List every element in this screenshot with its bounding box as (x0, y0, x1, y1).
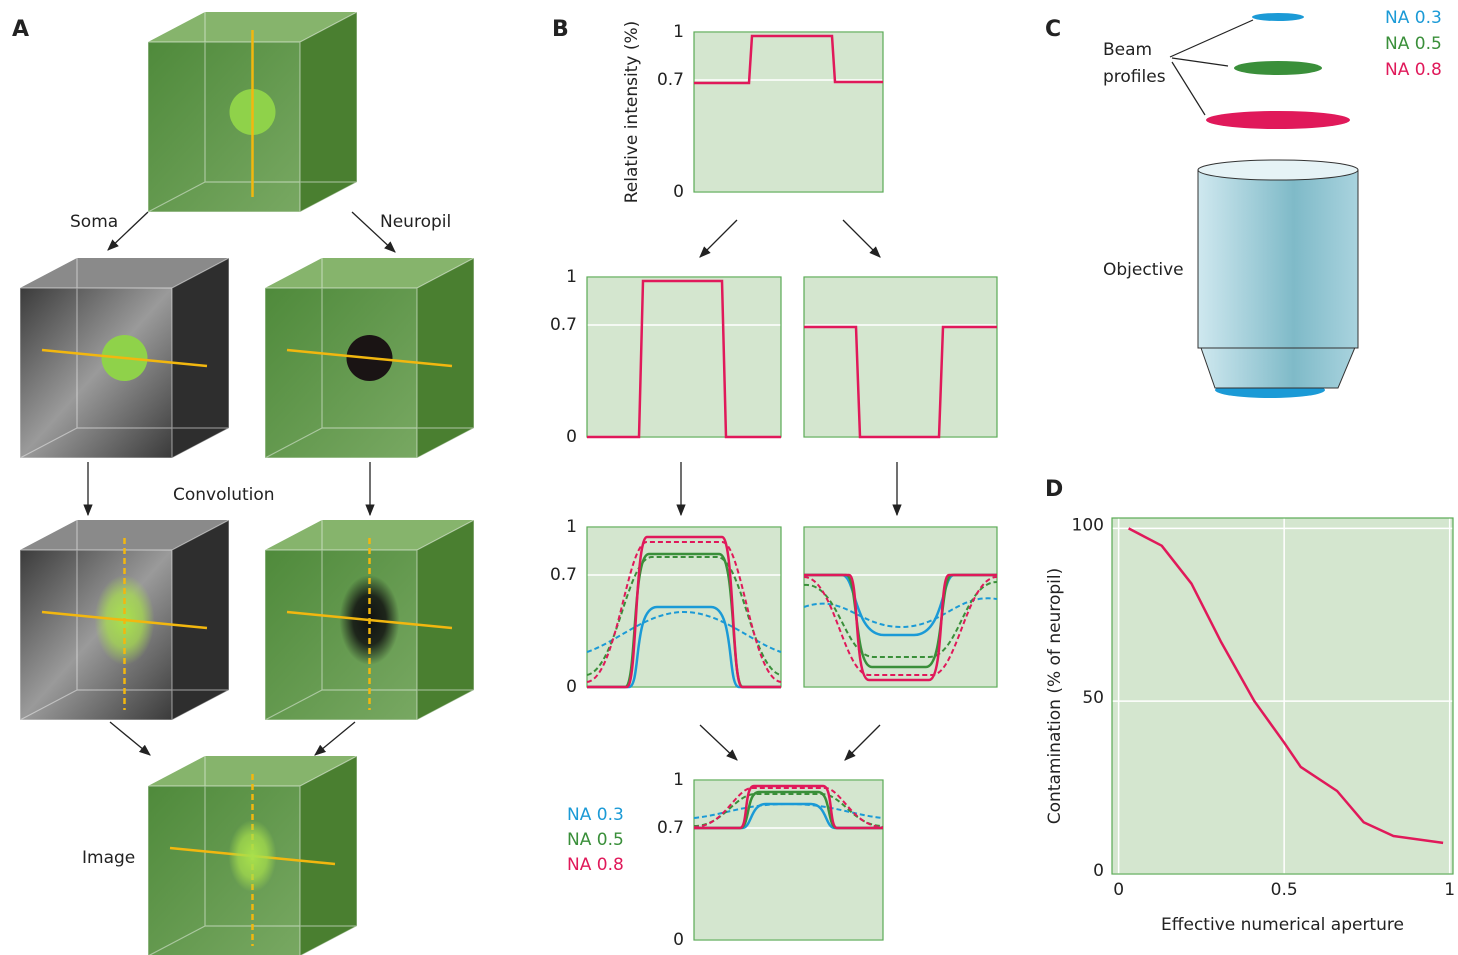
intensity-plot (694, 32, 883, 192)
y-tick-label: 0 (566, 677, 577, 697)
legend-entry: NA 0.8 (1385, 60, 1442, 80)
arrow (843, 220, 880, 257)
blurred-soma (229, 820, 277, 892)
y-axis-label: Contamination (% of neuropil) (1045, 568, 1065, 824)
y-tick-label: 0 (673, 930, 684, 950)
cube-front (148, 786, 300, 955)
beam-profile (1234, 61, 1322, 75)
cube-front (148, 42, 300, 212)
legend-entry: NA 0.3 (567, 805, 624, 825)
x-tick-label: 0.5 (1271, 880, 1298, 900)
panel-label: B (552, 17, 569, 42)
objective-cap (1198, 160, 1358, 180)
pointer (1172, 62, 1205, 115)
figure: A B C D Soma Neuropil Convolution Image 0 0.7 1 0 0.… (0, 0, 1458, 955)
plot-area (587, 277, 781, 437)
intensity-plot (694, 780, 883, 940)
y-tick-label: 0.7 (657, 818, 684, 838)
convolution-label: Convolution (173, 485, 275, 505)
intensity-plot (587, 277, 781, 437)
y-tick-label: 1 (566, 267, 577, 287)
pointer (1170, 20, 1253, 57)
content: A B C D Soma Neuropil Convolution Image 0 0.7 1 0 0.… (12, 8, 1455, 955)
cube (265, 520, 474, 720)
y-tick-label: 0.7 (550, 315, 577, 335)
y-tick-label: 1 (673, 770, 684, 790)
y-tick-label: 0 (1093, 861, 1104, 881)
cube-side (300, 756, 357, 955)
arrow (315, 722, 355, 755)
y-tick-label: 1 (566, 517, 577, 537)
plot-area (804, 277, 997, 437)
objective-label: Objective (1103, 260, 1184, 280)
objective-body (1198, 170, 1358, 348)
cube (148, 12, 357, 212)
x-axis-label: Effective numerical aperture (1161, 915, 1404, 935)
x-tick-label: 1 (1444, 880, 1455, 900)
soma-label: Soma (70, 212, 118, 232)
y-tick-label: 0 (566, 427, 577, 447)
y-tick-label: 0.7 (657, 70, 684, 90)
cube-front (20, 288, 172, 458)
beam-label: profiles (1103, 67, 1166, 87)
y-axis-label: Relative intensity (%) (622, 21, 642, 203)
image-label: Image (82, 848, 135, 868)
cube (148, 756, 357, 955)
y-tick-label: 1 (673, 22, 684, 42)
beam-profile (1206, 111, 1350, 129)
legend-entry: NA 0.3 (1385, 8, 1442, 28)
beam-label: Beam (1103, 40, 1152, 60)
intensity-plot (587, 527, 781, 687)
arrow (845, 725, 880, 760)
legend-entry: NA 0.5 (1385, 34, 1442, 54)
beam-profile (1252, 13, 1304, 21)
objective-tip (1200, 345, 1356, 388)
arrow (700, 725, 737, 760)
arrow (700, 220, 737, 257)
y-tick-label: 0.7 (550, 565, 577, 585)
panel-label: C (1045, 17, 1061, 42)
panel-label: A (12, 17, 29, 42)
intensity-plot (804, 277, 997, 437)
cube (265, 258, 474, 458)
legend-entry: NA 0.5 (567, 830, 624, 850)
cube (20, 258, 229, 458)
plot-area (1112, 518, 1453, 874)
arrow (110, 722, 150, 755)
y-tick-label: 50 (1082, 688, 1104, 708)
y-tick-label: 0 (673, 182, 684, 202)
panel-label: D (1045, 477, 1063, 502)
intensity-plot (804, 527, 997, 687)
neuropil-label: Neuropil (380, 212, 451, 232)
legend-entry: NA 0.8 (567, 855, 624, 875)
cube-front (265, 288, 417, 458)
plot-area (694, 32, 883, 192)
pointer (1172, 58, 1228, 66)
cube (20, 520, 229, 720)
x-tick-label: 0 (1113, 880, 1124, 900)
y-tick-label: 100 (1072, 515, 1104, 535)
